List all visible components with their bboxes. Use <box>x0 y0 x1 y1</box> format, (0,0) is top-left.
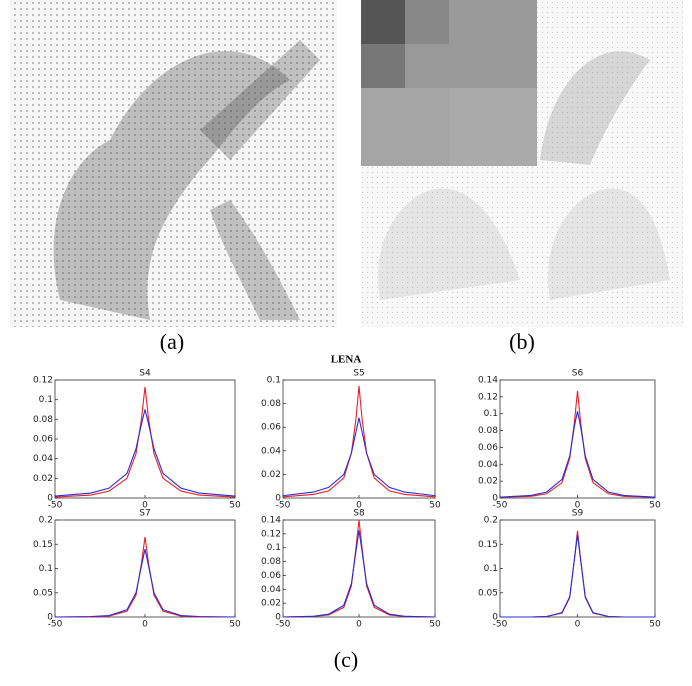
y-tick-label: 0.14 <box>478 376 498 386</box>
series-line <box>282 385 436 498</box>
y-tick-label: 0.1 <box>39 564 53 574</box>
series-line <box>54 409 236 497</box>
x-tick-label: 50 <box>429 620 441 630</box>
y-tick-label: 0.08 <box>261 557 281 567</box>
y-tick-label: 0 <box>275 613 281 623</box>
y-tick-label: 0.12 <box>478 392 498 402</box>
y-tick-label: 0.06 <box>33 435 53 445</box>
plot-frame <box>54 519 236 618</box>
y-tick-label: 0.08 <box>33 415 53 425</box>
y-tick-label: 0.1 <box>484 564 498 574</box>
y-tick-label: 0.1 <box>39 395 53 405</box>
x-tick-label: 50 <box>229 501 241 511</box>
x-tick-label: 0 <box>575 501 581 511</box>
y-tick-label: 0.02 <box>33 474 53 484</box>
caption: (b) <box>509 329 535 354</box>
caption: (c) <box>334 647 358 672</box>
series-line <box>54 386 236 498</box>
y-tick-label: 0.12 <box>261 529 281 539</box>
y-tick-label: 0.1 <box>267 543 281 553</box>
y-tick-label: 0.15 <box>478 540 498 550</box>
series-line <box>499 411 656 498</box>
y-tick-label: 0.08 <box>261 399 281 409</box>
x-tick-label: 50 <box>649 620 661 630</box>
plot-frame <box>499 379 656 499</box>
plot-frame <box>54 379 236 499</box>
plot-frame <box>282 519 436 618</box>
image-a <box>10 0 337 327</box>
y-tick-label: 0.05 <box>33 588 53 598</box>
chart-title: S5 <box>353 369 364 379</box>
y-tick-label: 0.06 <box>261 571 281 581</box>
y-tick-label: 0.05 <box>478 588 498 598</box>
y-tick-label: 0.1 <box>267 376 281 386</box>
x-tick-label: 0 <box>356 620 362 630</box>
x-tick-label: -50 <box>276 620 291 630</box>
y-tick-label: 0.06 <box>261 423 281 433</box>
y-tick-label: 0 <box>492 613 498 623</box>
x-tick-label: 50 <box>429 501 441 511</box>
y-tick-label: 0.04 <box>261 446 281 456</box>
series-line <box>282 417 436 497</box>
y-tick-label: 0.15 <box>33 540 53 550</box>
y-tick-label: 0.04 <box>261 585 281 595</box>
chart-title: S4 <box>139 369 151 379</box>
y-tick-label: 0.2 <box>484 516 498 526</box>
series-line <box>54 548 236 618</box>
series-line <box>55 536 235 618</box>
x-tick-label: -50 <box>493 501 508 511</box>
x-tick-label: 0 <box>575 620 581 630</box>
chart-title: S8 <box>353 509 365 519</box>
x-tick-label: 50 <box>229 620 241 630</box>
series-line <box>499 390 656 498</box>
y-tick-label: 0.02 <box>261 599 281 609</box>
chart-title: S7 <box>139 509 150 519</box>
caption: (a) <box>160 329 184 354</box>
y-tick-label: 0.04 <box>478 460 498 470</box>
series-line <box>282 519 436 618</box>
image-b <box>361 0 683 327</box>
x-tick-label: -50 <box>493 620 508 630</box>
y-tick-label: 0.04 <box>33 454 53 464</box>
plot-frame <box>282 379 436 499</box>
series-line <box>500 534 655 618</box>
x-tick-label: 50 <box>649 501 661 511</box>
x-tick-label: -50 <box>48 620 63 630</box>
y-tick-label: 0 <box>275 494 281 504</box>
y-tick-label: 0.2 <box>39 516 53 526</box>
y-tick-label: 0.12 <box>33 376 53 386</box>
x-tick-label: -50 <box>276 501 291 511</box>
series-line <box>282 530 436 618</box>
y-tick-label: 0.08 <box>478 426 498 436</box>
figure-title: LENA <box>331 354 362 366</box>
x-tick-label: 0 <box>356 501 362 511</box>
y-tick-label: 0 <box>47 494 53 504</box>
y-tick-label: 0.1 <box>484 409 498 419</box>
x-tick-label: -50 <box>48 501 63 511</box>
chart-title: S6 <box>572 369 584 379</box>
y-tick-label: 0 <box>47 613 53 623</box>
chart-title: S9 <box>572 509 584 519</box>
y-tick-label: 0.06 <box>478 443 498 453</box>
y-tick-label: 0.14 <box>261 516 281 526</box>
y-tick-label: 0 <box>492 494 498 504</box>
y-tick-label: 0.02 <box>261 470 281 480</box>
y-tick-label: 0.02 <box>478 477 498 487</box>
x-tick-label: 0 <box>142 620 148 630</box>
x-tick-label: 0 <box>142 501 148 511</box>
series-line <box>500 530 655 618</box>
